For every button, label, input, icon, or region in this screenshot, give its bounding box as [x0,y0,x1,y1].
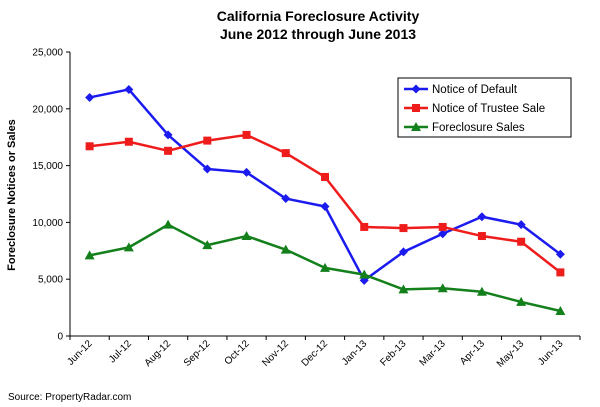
data-point [281,194,291,204]
series-2 [84,219,566,316]
data-point [437,283,448,293]
x-tick-label: May-13 [495,338,527,370]
y-axis-label: Foreclosure Notices or Sales [6,119,18,271]
y-tick-label: 25,000 [32,48,63,59]
legend-label: Notice of Trustee Sale [432,103,545,115]
data-point [123,242,134,252]
x-tick-label: Aug-12 [143,338,174,369]
data-point [556,268,565,277]
data-point [398,247,408,257]
data-point [203,136,212,145]
legend-swatch-marker [412,104,420,112]
x-tick-label: Dec-12 [300,338,331,369]
chart-title: California Foreclosure Activity [217,8,420,24]
x-ticks: Jun-12 Jul-12 Aug-12 Sep-12 Oct-12 Nov-12 Dec-… [65,336,581,370]
x-tick-label: Feb-13 [378,338,408,368]
data-point [517,237,526,246]
x-tick-label: Jun-12 [65,338,95,368]
legend-label: Notice of Default [432,84,518,96]
x-tick-label: Oct-12 [223,338,252,367]
data-point [164,146,173,155]
data-point [555,306,566,316]
y-tick-label: 0 [57,332,63,343]
chart-subtitle: June 2012 through June 2013 [220,26,416,42]
data-point [438,229,448,239]
data-point [242,167,252,177]
data-point [241,231,252,241]
data-point [320,262,330,272]
data-point [281,149,290,158]
data-point [398,284,409,294]
series-layer [84,84,566,316]
x-tick-label: Jul-12 [107,338,134,365]
data-point [516,220,526,230]
legend: Notice of Default Notice of Trustee Sale F… [397,77,572,138]
y-tick-label: 10,000 [32,218,63,229]
data-point [555,249,565,259]
y-ticks: 0 5,000 10,000 15,000 20,000 25,000 [32,48,70,343]
x-tick-label: Jan-13 [340,338,370,368]
data-point [359,269,370,279]
data-point [85,142,94,151]
data-point [242,130,251,139]
data-point [84,250,95,260]
data-point [477,212,487,222]
data-point [360,222,369,231]
x-tick-label: Jun-13 [536,338,566,368]
data-point [163,219,174,229]
legend-swatch-marker [411,122,421,131]
y-tick-label: 15,000 [32,161,63,172]
legend-swatch-marker [411,84,421,94]
data-point [516,296,527,306]
y-tick-label: 5,000 [38,275,63,286]
y-tick-label: 20,000 [32,104,63,115]
data-point [477,232,486,241]
x-tick-label: Sep-12 [182,338,213,369]
x-tick-label: Apr-13 [458,338,487,367]
x-tick-label: Mar-13 [418,338,448,368]
data-point [124,137,133,146]
legend-items: Notice of Default Notice of Trustee Sale F… [404,84,545,134]
data-point [399,224,408,233]
data-point [202,164,212,174]
data-point [438,222,447,231]
data-point [202,240,213,250]
data-point [476,286,487,296]
legend-label: Foreclosure Sales [432,122,525,134]
data-point [163,130,173,140]
source-note: Source: PropertyRadar.com [8,392,131,403]
x-tick-label: Nov-12 [260,338,291,369]
series-1 [85,130,565,277]
series-0 [85,84,565,285]
data-point [321,172,329,181]
data-point [320,201,330,211]
data-point [124,84,134,94]
data-point [280,244,291,254]
data-point [85,92,95,102]
